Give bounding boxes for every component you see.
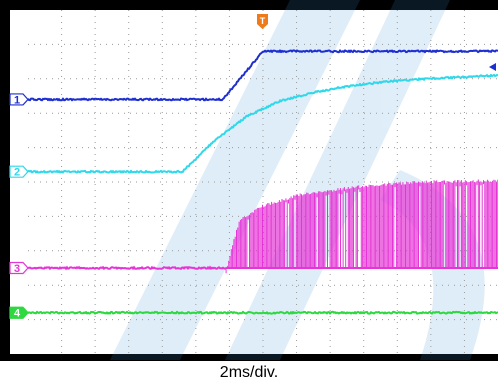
channel-marker-4: 4 (9, 306, 29, 320)
plot-area (10, 10, 498, 354)
channel-marker-shape (9, 93, 29, 106)
trace-4 (27, 310, 498, 315)
trace-3 (27, 265, 227, 271)
traces (27, 49, 498, 315)
trace-1 (27, 49, 498, 102)
channel-marker-label: 2 (14, 167, 20, 179)
trigger-marker-letter: T (260, 16, 266, 26)
channel-marker-shape (9, 306, 29, 319)
channel-marker-label: 1 (14, 94, 20, 106)
channel-marker-shape (9, 165, 29, 178)
trace-3-switching (225, 179, 498, 274)
timebase-caption: 2ms/div. (219, 364, 279, 381)
channel-marker-3: 3 (9, 261, 29, 275)
trigger-level-marker (489, 63, 496, 71)
channel-marker-shape (9, 261, 29, 275)
channel-marker-2: 2 (9, 165, 29, 179)
trace-2 (27, 73, 498, 174)
channel-markers: 1 2 3 4 (9, 93, 29, 320)
channel-marker-label: 3 (14, 263, 20, 275)
channel-marker-label: 4 (14, 308, 21, 320)
trigger-marker: T (257, 14, 268, 29)
channel-marker-1: 1 (9, 93, 29, 106)
